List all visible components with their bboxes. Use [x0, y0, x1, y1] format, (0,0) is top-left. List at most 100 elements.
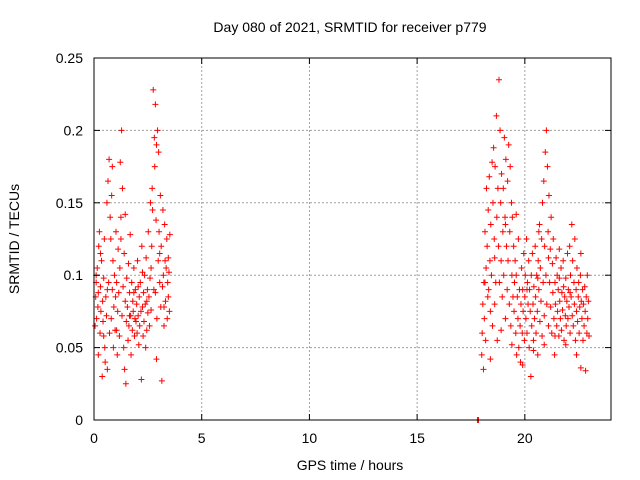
data-point [534, 351, 541, 358]
data-point [97, 283, 104, 290]
data-point [128, 279, 135, 286]
x-tick-label: 10 [302, 430, 318, 446]
data-point [494, 185, 501, 192]
data-point [480, 366, 487, 373]
data-point [108, 192, 115, 199]
data-point [144, 286, 151, 293]
data-point [541, 341, 548, 348]
x-tick-label: 5 [198, 430, 206, 446]
data-point [97, 330, 104, 337]
data-point [142, 344, 149, 351]
data-point [165, 269, 172, 276]
x-tick-label: 15 [409, 430, 425, 446]
data-point [549, 289, 556, 296]
data-point [545, 254, 552, 261]
data-point [166, 231, 173, 238]
data-point [534, 308, 541, 315]
data-point [558, 289, 565, 296]
data-point [526, 344, 533, 351]
data-point [487, 308, 494, 315]
data-point [142, 301, 149, 308]
data-point [511, 308, 518, 315]
data-point [133, 301, 140, 308]
data-point [109, 163, 116, 170]
data-point [486, 173, 493, 180]
data-point [122, 211, 129, 218]
data-point [481, 315, 488, 322]
data-point [492, 163, 499, 170]
data-point [123, 318, 130, 325]
data-point [490, 144, 497, 151]
data-point [94, 304, 101, 311]
data-point [131, 315, 138, 322]
data-point [569, 257, 576, 264]
data-point [158, 377, 165, 384]
data-point [548, 214, 555, 221]
data-point [498, 327, 505, 334]
data-point [541, 243, 548, 250]
data-point [552, 301, 559, 308]
data-point [538, 236, 545, 242]
data-point [147, 199, 154, 206]
data-point [129, 327, 136, 334]
data-point [161, 322, 168, 329]
data-point [499, 228, 506, 235]
data-point [131, 333, 138, 340]
data-point [148, 264, 155, 271]
data-point [124, 304, 131, 311]
data-point [105, 178, 112, 185]
data-point [556, 298, 563, 305]
data-point [149, 207, 156, 214]
y-tick-label: 0.25 [56, 50, 83, 66]
data-point [163, 236, 170, 242]
data-point [523, 236, 530, 242]
data-point [530, 283, 537, 290]
data-point [572, 337, 579, 344]
data-point [541, 312, 548, 319]
data-point [485, 207, 492, 214]
data-point [106, 156, 113, 163]
data-point [535, 286, 542, 293]
data-point [550, 236, 557, 242]
x-tick-label: 0 [90, 430, 98, 446]
data-point [531, 315, 538, 322]
data-point [521, 337, 528, 344]
data-point [489, 322, 496, 329]
data-point [562, 341, 569, 348]
y-tick-label: 0 [75, 412, 83, 428]
data-point [544, 163, 551, 170]
data-point [530, 347, 537, 354]
data-point [567, 272, 574, 279]
data-point [564, 250, 571, 257]
data-point [100, 318, 107, 325]
data-point [573, 308, 580, 315]
data-point [102, 359, 109, 366]
data-point [137, 308, 144, 315]
data-point [558, 264, 565, 271]
data-point [528, 272, 535, 279]
data-point [534, 275, 541, 282]
data-point [513, 211, 520, 218]
data-point [529, 250, 536, 257]
data-point [520, 250, 527, 257]
data-point [515, 236, 522, 242]
data-point [563, 322, 570, 329]
data-point [532, 243, 539, 250]
data-point [494, 337, 501, 344]
data-point [565, 304, 572, 311]
data-point [548, 330, 555, 337]
y-tick-label: 0.15 [56, 195, 83, 211]
data-point [537, 264, 544, 271]
data-point [562, 275, 569, 282]
data-point [554, 308, 561, 315]
data-point [495, 243, 502, 250]
data-point [499, 293, 506, 300]
data-point [130, 264, 137, 271]
data-point [515, 344, 522, 351]
data-point [498, 170, 505, 177]
data-point [535, 257, 542, 264]
data-point [577, 272, 584, 279]
data-point [519, 361, 526, 368]
data-point [133, 318, 140, 325]
